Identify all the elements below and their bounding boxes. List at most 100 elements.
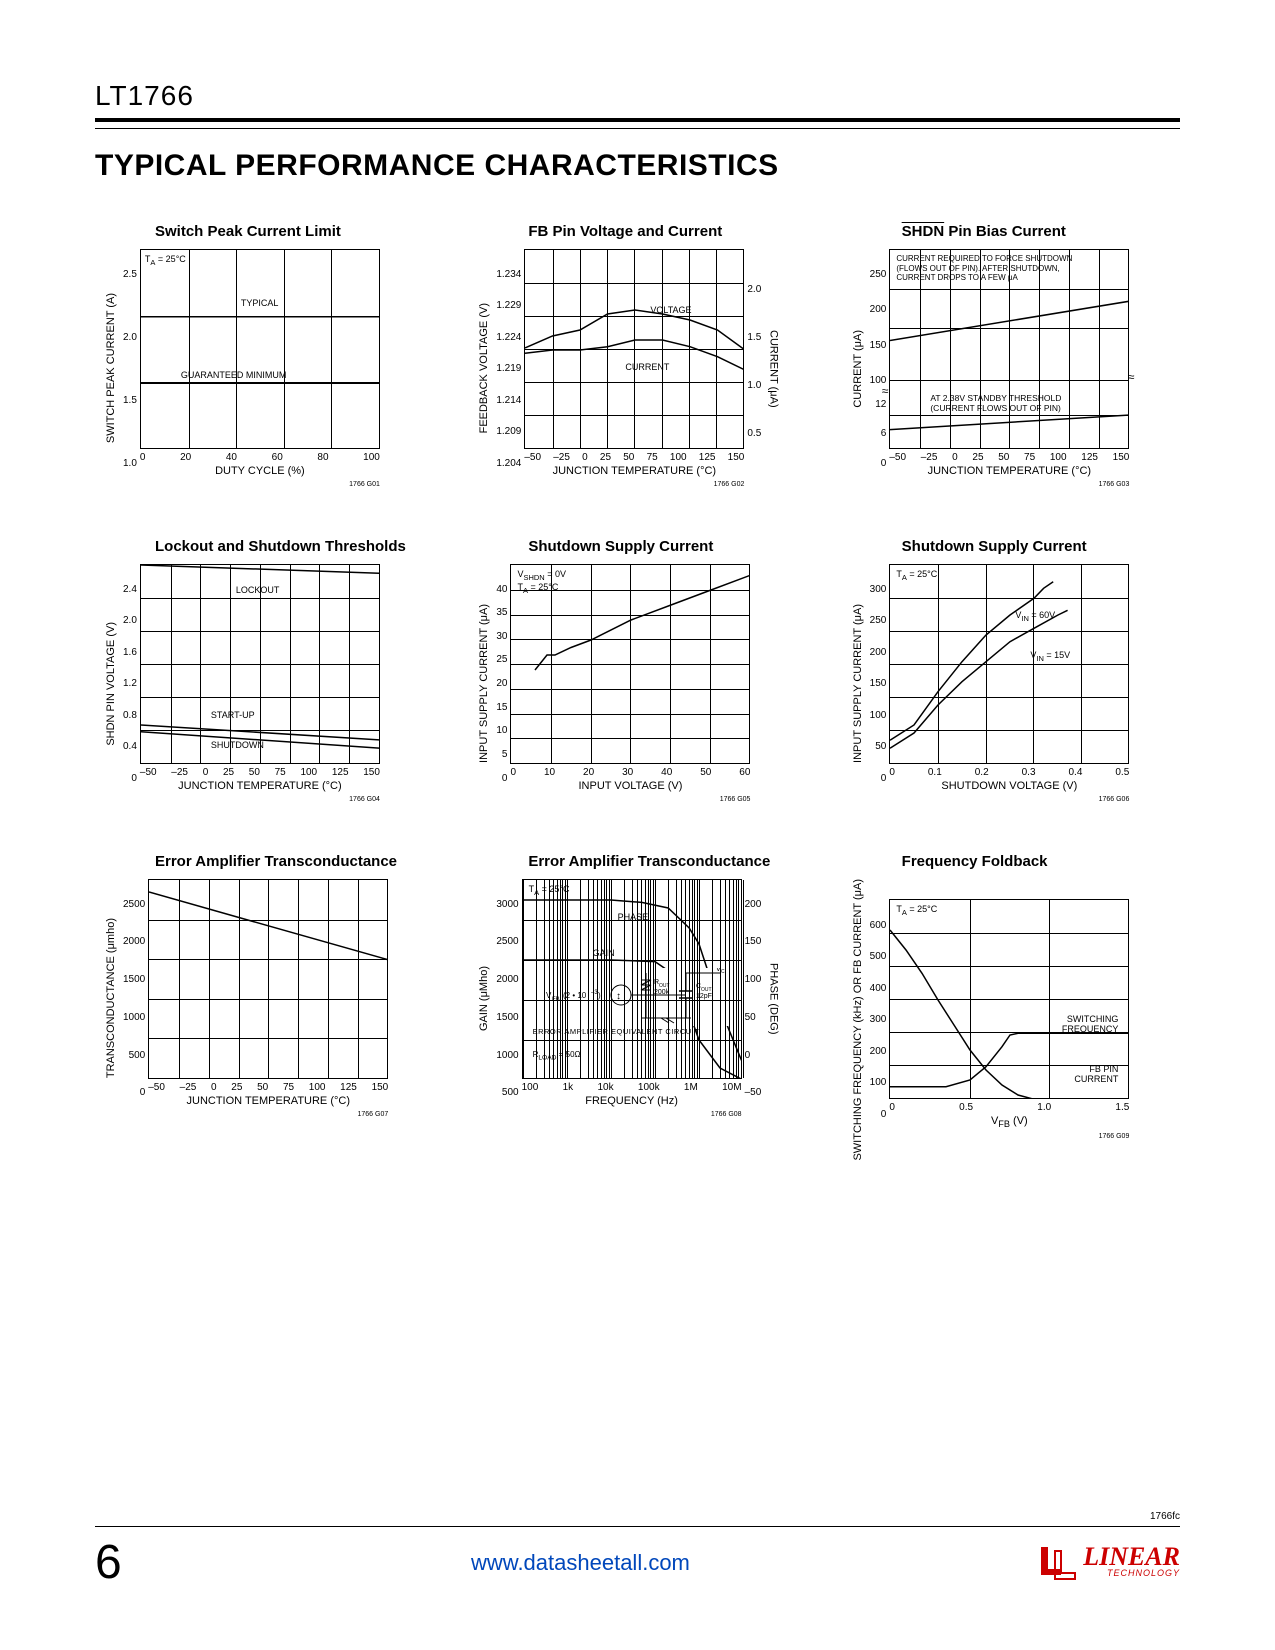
- schematic-inset: VFB (2 • 10–3) ↕ ROUT 200k: [541, 968, 731, 1026]
- annotation-voltage: VOLTAGE: [650, 305, 691, 315]
- x-ticks: 020406080100: [140, 452, 380, 463]
- annotation-vin15: VIN = 15V: [1030, 650, 1070, 663]
- plot-area: LOCKOUT START-UP SHUTDOWN: [140, 564, 380, 764]
- x-axis-label: DUTY CYCLE (%): [140, 465, 380, 477]
- y-ticks: 2.52.01.51.0: [123, 269, 140, 469]
- chart-title: Frequency Foldback: [902, 853, 1170, 871]
- y-ticks: 6005004003002001000: [870, 920, 890, 1120]
- x-ticks: –50–250255075100125150: [524, 452, 744, 463]
- y-ticks: 1.2341.2291.2241.2191.2141.2091.204: [496, 269, 524, 469]
- chart-title: Switch Peak Current Limit: [155, 223, 423, 241]
- doc-code: 1766fc: [95, 1511, 1180, 1522]
- x-axis-label: JUNCTION TEMPERATURE (°C): [889, 465, 1129, 477]
- graph-id: 1766 G06: [889, 796, 1129, 803]
- graph-id: 1766 G08: [522, 1111, 742, 1118]
- y-axis-label: TRANSCONDUCTANCE (μmho): [105, 918, 117, 1078]
- chart-title: FB Pin Voltage and Current: [528, 223, 796, 241]
- y-axis-label: SWITCH PEAK CURRENT (A): [105, 293, 117, 443]
- annotation-note-top: CURRENT REQUIRED TO FORCE SHUTDOWN (FLOW…: [896, 254, 1072, 283]
- x-axis-label: FREQUENCY (Hz): [522, 1095, 742, 1107]
- x-ticks: –50–250255075100125150: [148, 1082, 388, 1093]
- annotation-conditions: VSHDN = 0VTA = 25°C: [517, 569, 566, 595]
- footer-rule: [95, 1526, 1180, 1527]
- plot-area: TA = 25°C TYPICAL GUARANTEED MINIMUM: [140, 249, 380, 449]
- plot-area: VOLTAGE CURRENT: [524, 249, 744, 449]
- annotation-startup: START-UP: [211, 710, 255, 720]
- y2-ticks: 200150100500–50: [742, 899, 762, 1099]
- x-ticks: 0102030405060: [510, 767, 750, 778]
- footer-url: www.datasheetall.com: [471, 1550, 690, 1576]
- annotation-shutdown: SHUTDOWN: [211, 740, 264, 750]
- chart-frequency-foldback: Frequency Foldback SWITCHING FREQUENCY (…: [852, 853, 1170, 1161]
- chart-title: Error Amplifier Transconductance: [155, 853, 423, 871]
- graph-id: 1766 G07: [148, 1111, 388, 1118]
- y-axis-label: INPUT SUPPLY CURRENT (μA): [852, 604, 864, 763]
- y-axis-label: INPUT SUPPLY CURRENT (μA): [478, 604, 490, 763]
- y2-ticks: 2.01.51.00.5: [744, 269, 761, 469]
- y2-axis-label: PHASE (DEG): [767, 963, 779, 1035]
- y-ticks: 2.42.01.61.20.80.40: [123, 584, 140, 784]
- chart-switch-peak-current-limit: Switch Peak Current Limit SWITCH PEAK CU…: [105, 223, 423, 488]
- annotation-typical: TYPICAL: [241, 298, 279, 308]
- chart-fb-pin-voltage-current: FB Pin Voltage and Current FEEDBACK VOLT…: [478, 223, 796, 488]
- page-footer: 1766fc 6 www.datasheetall.com LINEAR TEC…: [95, 1511, 1180, 1590]
- annotation-lockout: LOCKOUT: [236, 585, 280, 595]
- plot-area: VSHDN = 0VTA = 25°C: [510, 564, 750, 764]
- graph-id: 1766 G05: [510, 796, 750, 803]
- x-axis-label: INPUT VOLTAGE (V): [510, 780, 750, 792]
- logo-brand: LINEAR: [1083, 1547, 1180, 1568]
- y-ticks: 250200150100 ≈ 1260: [870, 269, 890, 469]
- chart-lockout-shutdown-thresholds: Lockout and Shutdown Thresholds SHDN PIN…: [105, 538, 423, 803]
- plot-area: TA = 25°C SWITCHINGFREQUENCY FB PINCURRE…: [889, 899, 1129, 1099]
- plot-area: [148, 879, 388, 1079]
- chart-shutdown-supply-current-vshdn: Shutdown Supply Current INPUT SUPPLY CUR…: [852, 538, 1170, 803]
- chart-error-amp-transconductance-temp: Error Amplifier Transconductance TRANSCO…: [105, 853, 423, 1161]
- x-ticks: 00.51.01.5: [889, 1102, 1129, 1113]
- annotation-vin60: VIN = 60V: [1015, 610, 1055, 623]
- chart-title: Lockout and Shutdown Thresholds: [155, 538, 423, 556]
- x-axis-label: VFB (V): [889, 1115, 1129, 1129]
- page-number: 6: [95, 1535, 122, 1590]
- chart-error-amp-transconductance-freq: Error Amplifier Transconductance GAIN (μ…: [478, 853, 796, 1161]
- y-ticks: 30002500200015001000500: [496, 899, 521, 1099]
- plot-area: CURRENT REQUIRED TO FORCE SHUTDOWN (FLOW…: [889, 249, 1129, 449]
- charts-grid: Switch Peak Current Limit SWITCH PEAK CU…: [95, 223, 1180, 1161]
- annotation-fb-current: FB PINCURRENT: [1074, 1065, 1118, 1085]
- y-ticks: 4035302520151050: [496, 584, 510, 784]
- annotation-guaranteed: GUARANTEED MINIMUM: [181, 370, 287, 380]
- header-rule-thin: [95, 128, 1180, 129]
- x-ticks: –50–250255075100125150: [140, 767, 380, 778]
- header-rule-thick: [95, 118, 1180, 122]
- y2-axis-label: CURRENT (μA): [767, 330, 779, 408]
- annotation-ta: TA = 25°C: [896, 569, 937, 582]
- graph-id: 1766 G04: [140, 796, 380, 803]
- y-axis-label: SHDN PIN VOLTAGE (V): [105, 622, 117, 746]
- chart-shutdown-supply-current-vin: Shutdown Supply Current INPUT SUPPLY CUR…: [478, 538, 796, 803]
- graph-id: 1766 G01: [140, 481, 380, 488]
- plot-area: TA = 25°C PHASE GAIN ERROR AMPLIFIER EQU…: [522, 879, 742, 1079]
- chart-title: Shutdown Supply Current: [902, 538, 1170, 556]
- y-axis-label: SWITCHING FREQUENCY (kHz) OR FB CURRENT …: [852, 879, 864, 1161]
- graph-id: 1766 G09: [889, 1133, 1129, 1140]
- x-axis-label: JUNCTION TEMPERATURE (°C): [140, 780, 380, 792]
- x-axis-label: JUNCTION TEMPERATURE (°C): [148, 1095, 388, 1107]
- graph-id: 1766 G03: [889, 481, 1129, 488]
- y-axis-label: GAIN (μMho): [478, 966, 490, 1031]
- chart-title: Error Amplifier Transconductance: [528, 853, 796, 871]
- annotation-ta: TA = 25°C: [896, 904, 937, 917]
- y-axis-label: CURRENT (μA): [852, 330, 864, 408]
- chart-shdn-pin-bias-current: SHDN Pin Bias Current CURRENT (μA) 25020…: [852, 223, 1170, 488]
- y-ticks: 300250200150100500: [870, 584, 890, 784]
- chart-title: SHDN Pin Bias Current: [902, 223, 1170, 241]
- graph-id: 1766 G02: [524, 481, 744, 488]
- annotation-current: CURRENT: [625, 362, 669, 372]
- svg-text:C: C: [721, 969, 725, 975]
- x-axis-label: SHUTDOWN VOLTAGE (V): [889, 780, 1129, 792]
- chart-title: Shutdown Supply Current: [528, 538, 796, 556]
- x-ticks: 1001k10k100k1M10M: [522, 1082, 742, 1093]
- section-title: TYPICAL PERFORMANCE CHARACTERISTICS: [95, 149, 1180, 183]
- x-ticks: 00.10.20.30.40.5: [889, 767, 1129, 778]
- company-logo: LINEAR TECHNOLOGY: [1039, 1545, 1180, 1581]
- logo-icon: [1039, 1545, 1079, 1581]
- y-ticks: 25002000150010005000: [123, 899, 148, 1099]
